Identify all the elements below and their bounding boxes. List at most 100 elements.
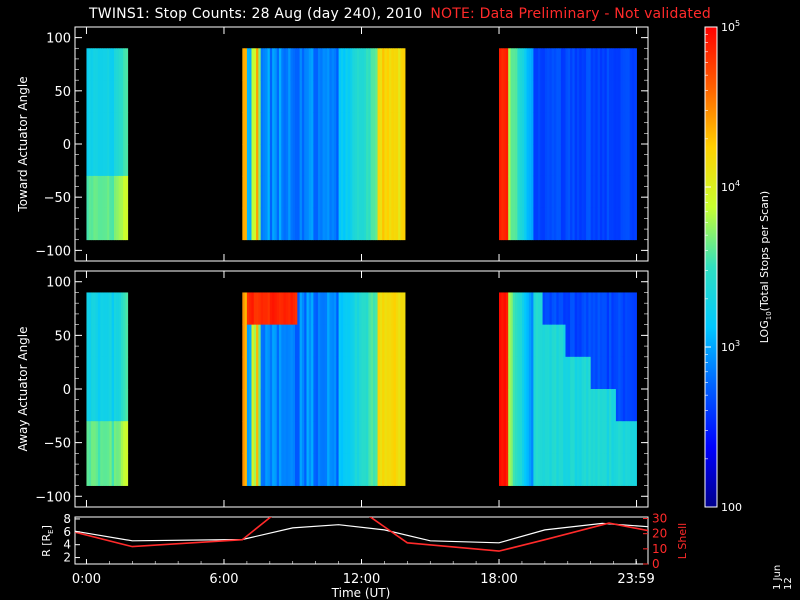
heatmap-cell bbox=[533, 453, 537, 486]
heatmap-cell bbox=[372, 112, 376, 145]
heatmap-cell bbox=[524, 80, 527, 113]
heatmap-cell bbox=[583, 80, 587, 113]
heatmap-cell bbox=[510, 324, 514, 358]
heatmap-cell bbox=[602, 48, 605, 81]
heatmap-cell bbox=[528, 356, 532, 390]
heatmap-cell bbox=[356, 112, 360, 145]
heatmap-cell bbox=[253, 389, 257, 422]
date-stamp: 1 Jun 12 bbox=[772, 564, 794, 590]
heatmap-cell bbox=[567, 453, 571, 486]
heatmap-cell bbox=[526, 80, 530, 113]
heatmap-cell bbox=[315, 453, 319, 486]
heatmap-cell bbox=[336, 48, 339, 81]
chart-title: TWINS1: Stop Counts: 28 Aug (day 240), 2… bbox=[0, 6, 800, 22]
heatmap-cell bbox=[274, 144, 278, 177]
heatmap-cell bbox=[276, 421, 280, 454]
heatmap-cell bbox=[565, 175, 569, 209]
heatmap-cell bbox=[102, 112, 106, 145]
heatmap-cell bbox=[519, 175, 523, 209]
heatmap-cell bbox=[400, 356, 404, 390]
heatmap-cell bbox=[375, 112, 378, 145]
heatmap-cell bbox=[370, 421, 374, 454]
heatmap-cell bbox=[389, 324, 392, 358]
heatmap-cell bbox=[320, 144, 323, 177]
heatmap-cell bbox=[618, 421, 621, 454]
heatmap-cell bbox=[317, 421, 321, 454]
heatmap-cell bbox=[588, 144, 592, 177]
heatmap-cell bbox=[306, 175, 310, 209]
heatmap-cell bbox=[386, 112, 390, 145]
heatmap-cell bbox=[531, 453, 534, 486]
heatmap-cell bbox=[583, 356, 587, 390]
heatmap-cell bbox=[531, 292, 534, 326]
heatmap-cell bbox=[100, 292, 103, 326]
heatmap-cell bbox=[311, 389, 314, 422]
heatmap-cell bbox=[322, 421, 326, 454]
heatmap-cell bbox=[505, 453, 509, 486]
heatmap-cell bbox=[359, 421, 362, 454]
heatmap-cell bbox=[111, 80, 115, 113]
heatmap-cell bbox=[581, 356, 585, 390]
heatmap-cell bbox=[253, 48, 257, 81]
heatmap-cell bbox=[540, 453, 543, 486]
heatmap-cell bbox=[329, 292, 333, 326]
heatmap-cell bbox=[615, 112, 619, 145]
heatmap-cell bbox=[274, 356, 278, 390]
heatmap-cell bbox=[547, 389, 550, 422]
heatmap-cell bbox=[352, 324, 356, 358]
heatmap-cell bbox=[317, 175, 321, 209]
heatmap-cell bbox=[95, 80, 99, 113]
heatmap-cell bbox=[629, 324, 633, 358]
heatmap-cell bbox=[109, 324, 113, 358]
heatmap-cell bbox=[572, 453, 576, 486]
heatmap-cell bbox=[267, 324, 271, 358]
heatmap-cell bbox=[370, 112, 374, 145]
heatmap-cell bbox=[306, 80, 310, 113]
heatmap-cell bbox=[370, 175, 374, 209]
heatmap-cell bbox=[123, 324, 126, 358]
heatmap-cell bbox=[499, 292, 502, 326]
heatmap-cell bbox=[276, 356, 280, 390]
heatmap-cell bbox=[361, 389, 365, 422]
heatmap-cell bbox=[91, 175, 94, 209]
heatmap-cell bbox=[595, 356, 598, 390]
heatmap-cell bbox=[113, 389, 117, 422]
heatmap-cell bbox=[611, 80, 615, 113]
heatmap-cell bbox=[618, 292, 621, 326]
heatmap-cell bbox=[592, 421, 596, 454]
right-y-tick-label: 30 bbox=[652, 512, 667, 526]
heatmap-cell bbox=[297, 292, 301, 326]
heatmap-cell bbox=[386, 207, 390, 241]
heatmap-cell bbox=[304, 48, 307, 81]
heatmap-cell bbox=[329, 207, 333, 241]
heatmap-cell bbox=[120, 421, 124, 454]
heatmap-cell bbox=[508, 80, 511, 113]
heatmap-cell bbox=[269, 453, 273, 486]
heatmap-cell bbox=[581, 207, 585, 241]
heatmap-cell bbox=[354, 207, 358, 241]
heatmap-cell bbox=[581, 175, 585, 209]
heatmap-cell bbox=[120, 144, 124, 177]
heatmap-cell bbox=[615, 453, 619, 486]
heatmap-cell bbox=[583, 453, 587, 486]
heatmap-cell bbox=[276, 80, 280, 113]
heatmap-cell bbox=[581, 80, 585, 113]
heatmap-cell bbox=[370, 144, 374, 177]
heatmap-cell bbox=[586, 207, 589, 241]
heatmap-cell bbox=[109, 80, 113, 113]
heatmap-cell bbox=[363, 144, 367, 177]
heatmap-cell bbox=[606, 144, 610, 177]
heatmap-cell bbox=[547, 421, 550, 454]
heatmap-cell bbox=[609, 112, 612, 145]
heatmap-cell bbox=[327, 389, 330, 422]
heatmap-cell bbox=[120, 453, 124, 486]
heatmap-cell bbox=[345, 389, 349, 422]
heatmap-cell bbox=[274, 389, 278, 422]
heatmap-cell bbox=[338, 324, 342, 358]
heatmap-cell bbox=[625, 421, 628, 454]
heatmap-cell bbox=[631, 175, 635, 209]
heatmap-cell bbox=[116, 112, 119, 145]
heatmap-cell bbox=[109, 292, 113, 326]
heatmap-cell bbox=[120, 356, 124, 390]
heatmap-cell bbox=[547, 324, 550, 358]
